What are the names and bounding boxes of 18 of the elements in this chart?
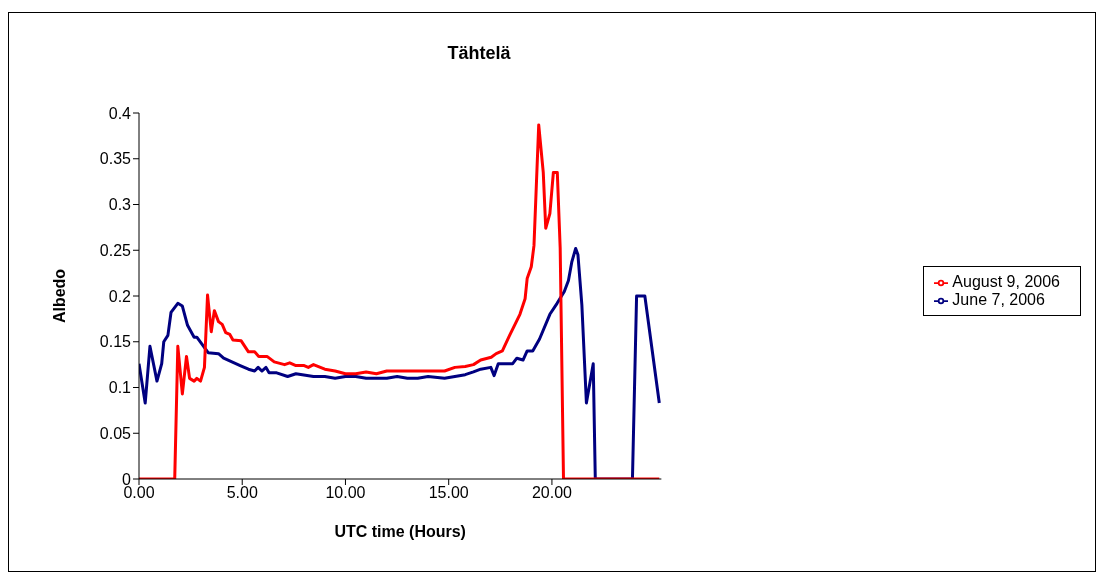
chart-title: Tähtelä [446,43,512,64]
x-tick-label: 15.00 [428,484,469,502]
x-tick-label: 10.00 [325,484,366,502]
legend-label: June 7, 2006 [952,291,1045,308]
y-tick-label: 0.3 [108,196,132,214]
x-tick-label: 20.00 [531,484,573,502]
x-tick-label: 5.00 [226,484,258,502]
y-tick-label: 0.4 [108,104,132,122]
y-axis-title: Albedo [50,268,68,324]
x-tick-label: 0.00 [123,484,155,502]
y-tick-label: 0.25 [99,241,132,259]
y-tick-label: 0.05 [99,424,132,442]
y-tick-label: 0.1 [108,379,132,397]
legend-label: August 9, 2006 [952,273,1060,290]
x-axis-title: UTC time (Hours) [334,523,466,540]
y-tick-label: 0.15 [99,333,132,351]
y-tick-label: 0.35 [99,150,132,168]
y-tick-label: 0.2 [108,287,132,305]
